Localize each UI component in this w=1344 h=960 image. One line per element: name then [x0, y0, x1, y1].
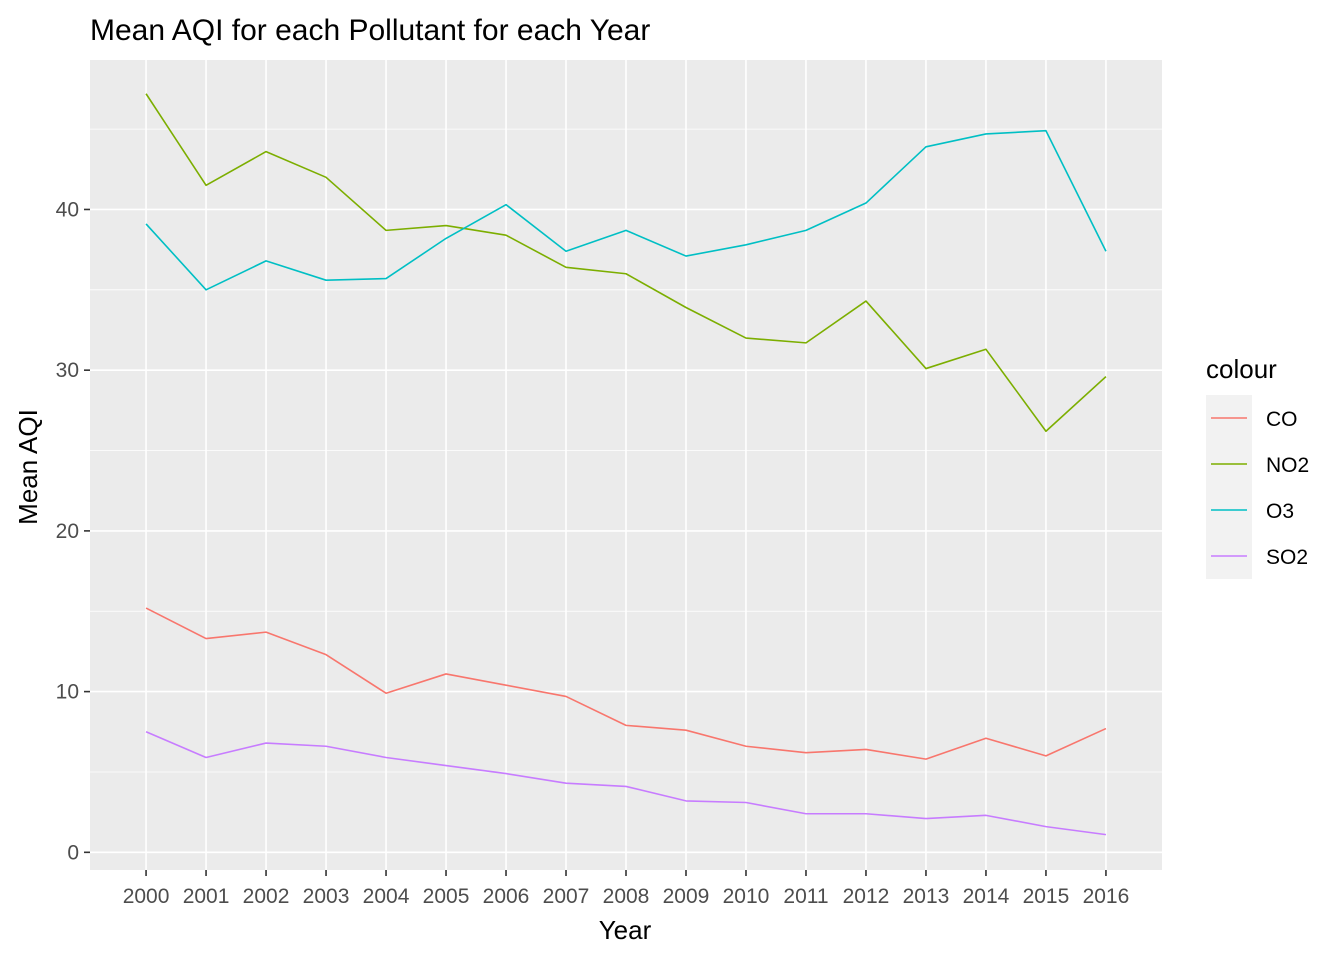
x-tick-label: 2000: [123, 885, 170, 908]
y-tick-label: 10: [56, 681, 79, 704]
x-tick-label: 2009: [663, 885, 710, 908]
x-tick-label: 2015: [1023, 885, 1070, 908]
y-tick-label: 20: [56, 520, 79, 543]
series-line-so2: [145, 731, 1107, 836]
x-tick-label: 2007: [543, 885, 590, 908]
legend-label: SO2: [1266, 546, 1308, 569]
x-axis-title: Year: [599, 915, 652, 945]
series-line-o3: [145, 129, 1107, 291]
series-line-co: [145, 607, 1107, 760]
x-tick-label: 2001: [183, 885, 230, 908]
legend-title: colour: [1206, 354, 1277, 384]
x-tick-label: 2014: [963, 885, 1010, 908]
y-axis: 0 10 20 30 40: [56, 198, 90, 864]
y-tick-label: 30: [56, 359, 79, 382]
series-line-no2: [145, 93, 1107, 433]
x-tick-label: 2008: [603, 885, 650, 908]
x-tick-label: 2012: [843, 885, 890, 908]
x-tick-label: 2002: [243, 885, 290, 908]
x-tick-label: 2010: [723, 885, 770, 908]
legend-label: O3: [1266, 500, 1294, 523]
major-gridlines: [90, 60, 1162, 870]
x-tick-label: 2006: [483, 885, 530, 908]
x-tick-label: 2004: [363, 885, 410, 908]
x-axis: 2000 2001 2002 2003 2004 2005 2006 2007 2008 2009…: [123, 870, 1130, 908]
x-tick-label: 2011: [783, 885, 828, 908]
x-tick-label: 2016: [1083, 885, 1130, 908]
x-tick-label: 2003: [303, 885, 350, 908]
x-tick-label: 2005: [423, 885, 470, 908]
legend: colour CO NO2 O3 SO2: [1206, 354, 1309, 579]
legend-label: NO2: [1266, 454, 1309, 477]
y-axis-title: Mean AQI: [13, 409, 43, 525]
series-lines: [145, 93, 1107, 836]
legend-label: CO: [1266, 408, 1298, 431]
y-tick-label: 0: [67, 841, 79, 864]
y-tick-label: 40: [56, 198, 79, 221]
chart-title: Mean AQI for each Pollutant for each Yea…: [90, 14, 650, 47]
x-tick-label: 2013: [903, 885, 950, 908]
